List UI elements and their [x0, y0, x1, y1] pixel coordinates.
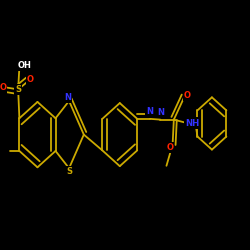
Text: O: O [27, 75, 34, 84]
Text: NH: NH [186, 118, 200, 128]
Text: O: O [166, 143, 173, 152]
Text: N: N [64, 92, 71, 102]
Text: S: S [15, 85, 21, 94]
Text: N: N [157, 108, 164, 117]
Text: O: O [184, 91, 191, 100]
Text: OH: OH [18, 61, 32, 70]
Text: O: O [0, 83, 6, 92]
Text: N: N [146, 108, 154, 116]
Text: S: S [66, 167, 72, 176]
